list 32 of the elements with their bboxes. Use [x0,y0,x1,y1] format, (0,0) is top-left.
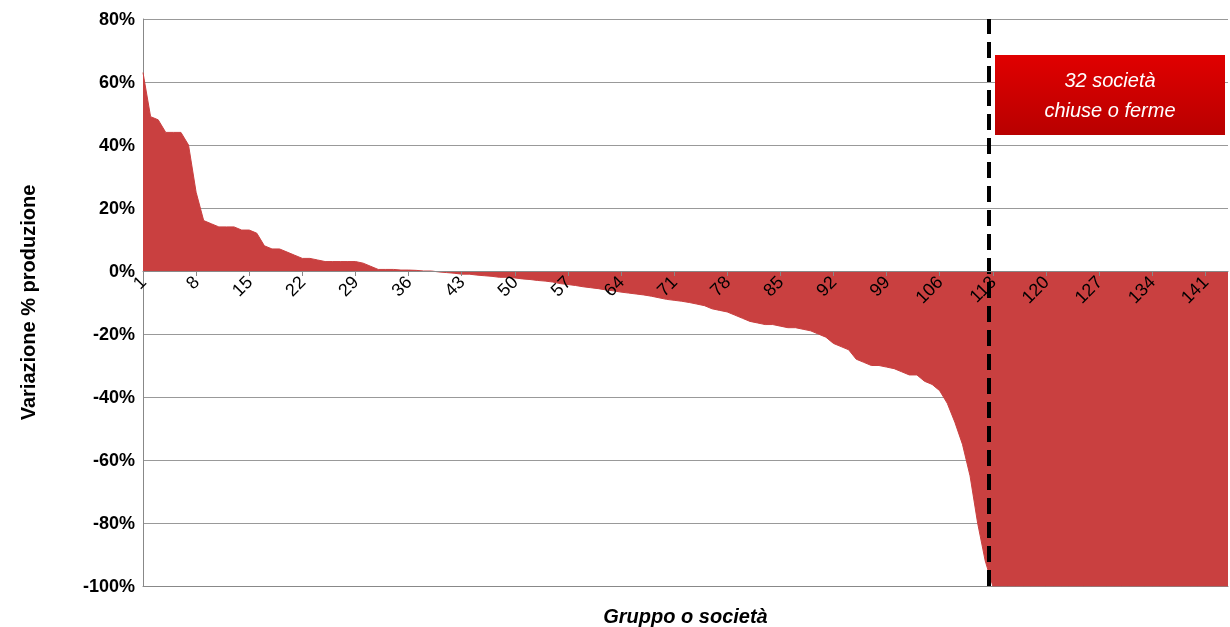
x-tick-label: 36 [387,271,416,301]
x-tick-label: 71 [652,271,682,301]
x-tick-label: 50 [493,271,522,301]
y-axis-title: Variazione % produzione [17,184,39,421]
x-tick-label: 127 [1070,271,1107,308]
x-tick-label: 29 [334,271,363,301]
y-tick-label: -60% [92,450,135,470]
y-tick-label: 0% [108,261,135,281]
x-tick-label: 120 [1017,271,1053,308]
x-tick-label: 134 [1123,271,1160,308]
y-tick-label: 60% [98,72,135,92]
callout-box: 32 società chiuse o ferme [995,55,1225,135]
x-tick-label: 106 [911,271,947,308]
y-tick-label: 40% [98,135,135,155]
x-tick-label: 43 [440,271,469,301]
x-axis-title: Gruppo o società [603,605,768,627]
x-tick-label: 78 [706,271,735,301]
y-tick-label: -20% [92,324,135,344]
x-tick-label: 141 [1176,271,1213,308]
x-tick-label: 15 [228,271,257,301]
x-tick-label: 22 [281,271,310,301]
x-tick-label: 64 [599,271,629,301]
x-tick-label: 99 [865,271,894,301]
y-tick-label: -80% [92,513,135,533]
y-tick-label: -100% [82,576,135,596]
x-tick-label: 57 [546,271,575,301]
x-tick-label: 85 [759,271,788,301]
y-tick-label: -40% [92,387,135,407]
x-tick-label: 8 [181,271,204,294]
y-tick-label: 20% [98,198,135,218]
x-tick-label: 92 [812,271,841,301]
y-tick-label: 80% [98,9,135,29]
